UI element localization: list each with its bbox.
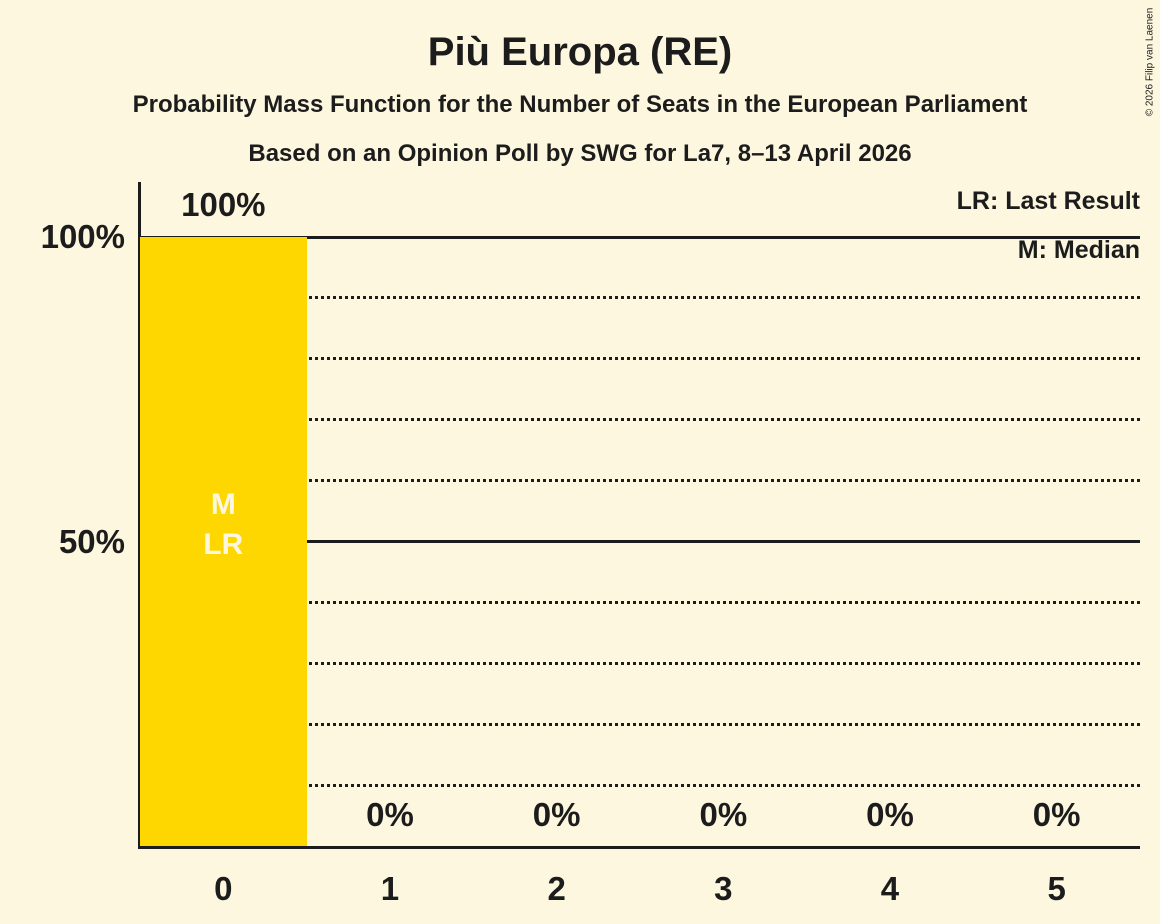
legend: LR: Last Result M: Median (957, 177, 1140, 275)
legend-last-result-label: LR: Last Result (956, 187, 1140, 215)
gridline-dotted-70pct (140, 418, 1140, 422)
gridline-dotted-20pct (140, 722, 1140, 726)
bar-value-label-seats-0: 100% (181, 186, 266, 223)
chart-title: Più Europa (RE) (427, 30, 733, 74)
x-tick-label-1: 1 (380, 870, 400, 907)
y-axis-label-50pct: 50% (58, 522, 125, 560)
gridline-dotted-30pct (140, 661, 1140, 665)
bar-annotation-seats-0: M LR (140, 485, 307, 565)
bar-value-label-seats-5: 0% (1032, 796, 1081, 833)
y-axis-label-100pct: 100% (40, 218, 125, 255)
x-axis-line (138, 846, 1140, 849)
x-tick-label-0: 0 (214, 870, 233, 907)
gridline-dotted-10pct (140, 783, 1140, 787)
bar-annotation-line: LR (203, 528, 244, 561)
bar-seats-0 (140, 237, 307, 846)
bar-annotation-line: M (210, 488, 236, 521)
gridline-solid-50pct (140, 540, 1140, 543)
gridline-solid-100pct (140, 235, 1140, 239)
legend-median-label: M: Median (1017, 236, 1140, 264)
gridline-dotted-90pct (140, 296, 1140, 300)
bar-value-label-seats-1: 0% (366, 796, 414, 833)
plot-area: 100% 0 0% 1 0% 2 0% 3 0% 4 0% 5 M LR (140, 182, 1140, 907)
gridline-dotted-40pct (140, 600, 1140, 604)
chart-poll-info: Based on an Opinion Poll by SWG for La7,… (248, 140, 912, 167)
bar-value-label-seats-4: 0% (866, 796, 914, 833)
x-tick-label-5: 5 (1047, 870, 1066, 907)
x-tick-label-3: 3 (714, 870, 733, 907)
gridline-dotted-80pct (140, 357, 1140, 361)
bar-value-label-seats-2: 0% (532, 796, 581, 833)
bar-value-label-seats-3: 0% (699, 796, 748, 833)
chart-subtitle: Probability Mass Function for the Number… (132, 91, 1028, 118)
y-axis-labels: 100% 50% (0, 0, 125, 924)
gridline-dotted-60pct (140, 479, 1140, 483)
y-axis-line (138, 182, 141, 849)
x-tick-label-4: 4 (880, 870, 900, 907)
x-tick-label-2: 2 (547, 870, 566, 907)
